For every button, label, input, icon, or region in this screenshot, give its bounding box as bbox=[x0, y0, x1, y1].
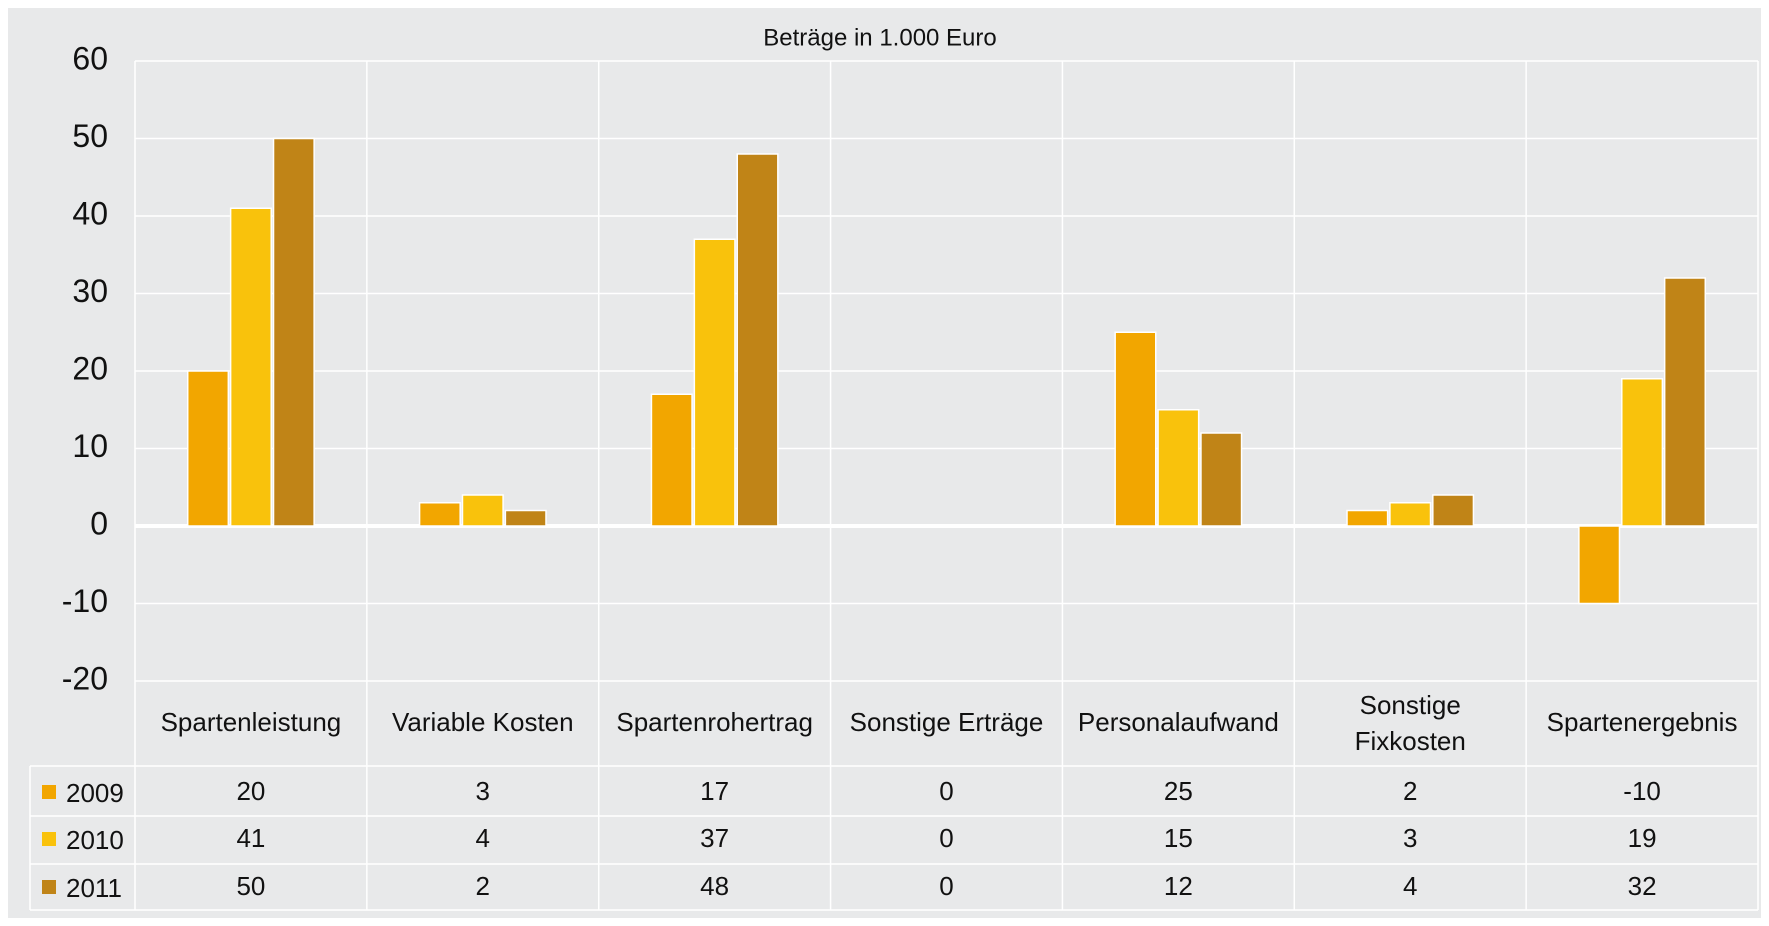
y-tick-label: -20 bbox=[62, 660, 108, 696]
bar bbox=[504, 509, 547, 527]
bar bbox=[418, 502, 461, 527]
table-value: 20 bbox=[236, 776, 265, 806]
table-value: 3 bbox=[476, 776, 490, 806]
bar bbox=[650, 393, 693, 527]
x-tick-label: Variable Kosten bbox=[392, 707, 574, 737]
bar bbox=[1114, 331, 1157, 527]
legend-swatch bbox=[42, 785, 56, 799]
bar bbox=[1663, 277, 1707, 527]
bar bbox=[693, 238, 736, 527]
table-value: 2 bbox=[1403, 776, 1417, 806]
y-tick-label: -10 bbox=[62, 583, 108, 619]
bar bbox=[186, 370, 230, 527]
table-value: 15 bbox=[1164, 823, 1193, 853]
y-tick-label: 50 bbox=[72, 118, 108, 154]
y-tick-label: 10 bbox=[72, 428, 108, 464]
table-value: 37 bbox=[700, 823, 729, 853]
table-value: 12 bbox=[1164, 871, 1193, 901]
table-value: 0 bbox=[939, 871, 953, 901]
y-tick-label: 30 bbox=[72, 273, 108, 309]
x-tick-label: Sonstige Fixkosten bbox=[1355, 690, 1466, 756]
y-tick-label: 40 bbox=[72, 195, 108, 231]
bar bbox=[736, 153, 779, 527]
x-tick-label: Sonstige Erträge bbox=[850, 707, 1044, 737]
bar bbox=[1389, 502, 1432, 527]
table-value: 3 bbox=[1403, 823, 1417, 853]
table-value: -10 bbox=[1623, 776, 1661, 806]
bar bbox=[272, 137, 315, 527]
bar bbox=[1621, 378, 1664, 527]
table-value: 2 bbox=[476, 871, 490, 901]
table-value: 0 bbox=[939, 823, 953, 853]
table-value: 19 bbox=[1628, 823, 1657, 853]
table-value: 48 bbox=[700, 871, 729, 901]
legend-label: 2010 bbox=[66, 825, 124, 855]
table-value: 4 bbox=[1403, 871, 1417, 901]
x-tick-label: Spartenrohertrag bbox=[616, 707, 813, 737]
bar bbox=[1157, 409, 1200, 527]
y-tick-label: 0 bbox=[90, 505, 108, 541]
bar bbox=[1200, 432, 1243, 527]
x-tick-label: Spartenergebnis bbox=[1547, 707, 1738, 737]
x-tick-label: Spartenleistung bbox=[161, 707, 342, 737]
table-value: 25 bbox=[1164, 776, 1193, 806]
table-value: 4 bbox=[476, 823, 490, 853]
x-tick-label: Personalaufwand bbox=[1078, 707, 1279, 737]
table-value: 0 bbox=[939, 776, 953, 806]
legend-swatch bbox=[42, 880, 56, 894]
table-value: 17 bbox=[700, 776, 729, 806]
table-value: 50 bbox=[236, 871, 265, 901]
legend-label: 2011 bbox=[66, 873, 122, 903]
y-tick-label: 20 bbox=[72, 350, 108, 386]
legend-swatch bbox=[42, 832, 56, 846]
bar bbox=[229, 207, 272, 527]
bar bbox=[1346, 509, 1389, 527]
y-tick-label: 60 bbox=[72, 40, 108, 76]
bar bbox=[1432, 494, 1475, 527]
table-value: 32 bbox=[1628, 871, 1657, 901]
table-value: 41 bbox=[236, 823, 265, 853]
bar bbox=[1578, 525, 1621, 605]
legend-label: 2009 bbox=[66, 778, 124, 808]
chart-title: Beträge in 1.000 Euro bbox=[763, 24, 997, 51]
bar bbox=[461, 494, 504, 527]
